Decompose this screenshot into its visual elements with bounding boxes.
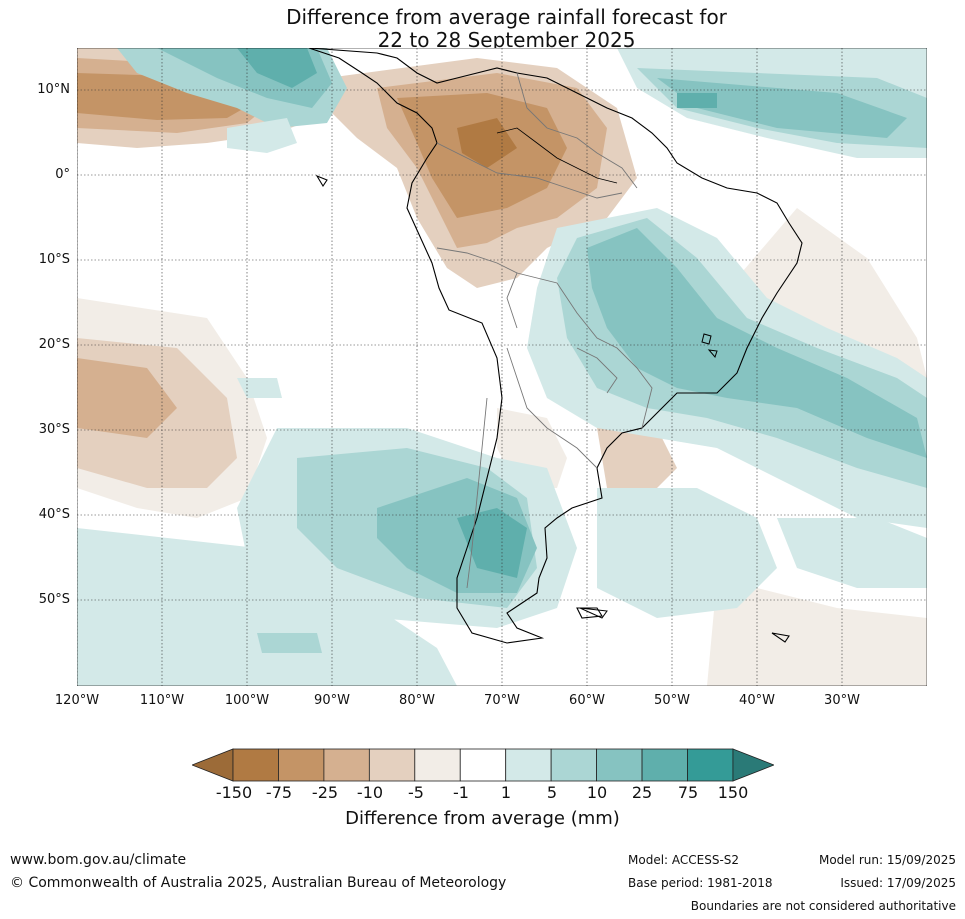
colorbar-segment	[414, 748, 461, 782]
colorbar-tick: 5	[546, 783, 558, 802]
lat-label-10n: 10°N	[37, 82, 70, 97]
lat-label-10s: 10°S	[38, 252, 70, 267]
colorbar-tick: -25	[311, 783, 339, 802]
colorbar-tick: -10	[356, 783, 384, 802]
lon-label-80w: 80°W	[399, 693, 435, 708]
footer-url: www.bom.gov.au/climate	[10, 852, 187, 868]
colorbar-tick: 25	[631, 783, 653, 802]
lon-label-60w: 60°W	[569, 693, 605, 708]
lon-label-30w: 30°W	[824, 693, 860, 708]
lon-label-50w: 50°W	[654, 693, 690, 708]
rainfall-anomaly-map	[77, 48, 927, 686]
colorbar-tick: -1	[453, 783, 469, 802]
footer-model-run: Model run: 15/09/2025	[818, 853, 956, 867]
lon-label-100w: 100°W	[224, 693, 270, 708]
lon-label-120w: 120°W	[54, 693, 100, 708]
colorbar-tick: 150	[717, 783, 749, 802]
colorbar-tick: 75	[677, 783, 699, 802]
colorbar-segment	[323, 748, 370, 782]
country-borders	[436, 72, 653, 589]
islands	[579, 333, 718, 619]
colorbar-segment	[596, 748, 643, 782]
colorbar-arrow-high	[732, 748, 774, 782]
colorbar-segment	[232, 748, 279, 782]
colorbar-arrow-low	[192, 748, 234, 782]
lat-label-50s: 50°S	[38, 592, 70, 607]
lon-label-110w: 110°W	[139, 693, 185, 708]
lat-label-40s: 40°S	[38, 507, 70, 522]
colorbar-segment	[505, 748, 552, 782]
lat-label-30s: 30°S	[38, 422, 70, 437]
colorbar-segment	[368, 748, 416, 782]
colorbar-tick: -5	[408, 783, 424, 802]
footer-boundaries-note: Boundaries are not considered authoritat…	[690, 899, 956, 913]
colorbar-tick: 10	[586, 783, 608, 802]
chart-title-line-2: 22 to 28 September 2025	[377, 28, 636, 52]
colorbar-segment	[550, 748, 597, 782]
lon-label-40w: 40°W	[739, 693, 775, 708]
lon-label-90w: 90°W	[314, 693, 350, 708]
colorbar-tick: -150	[215, 783, 253, 802]
colorbar-segment	[687, 748, 734, 782]
footer-issued: Issued: 17/09/2025	[840, 876, 956, 890]
chart-title-line-1: Difference from average rainfall forecas…	[286, 5, 727, 29]
colorbar-segment	[459, 748, 507, 782]
lat-label-0: 0°	[55, 167, 70, 182]
footer-model: Model: ACCESS-S2	[628, 853, 740, 867]
footer-base-period: Base period: 1981-2018	[628, 876, 773, 890]
colorbar-tick: 1	[500, 783, 512, 802]
colorbar-label: Difference from average (mm)	[345, 808, 620, 829]
colorbar-tick: -75	[265, 783, 293, 802]
colorbar-segment	[278, 748, 325, 782]
colorbar	[192, 748, 774, 782]
colorbar-segment	[641, 748, 688, 782]
lon-label-70w: 70°W	[484, 693, 520, 708]
footer-copyright: © Commonwealth of Australia 2025, Austra…	[10, 875, 507, 891]
coastlines	[308, 48, 803, 644]
lat-label-20s: 20°S	[38, 337, 70, 352]
graticule	[77, 48, 927, 686]
